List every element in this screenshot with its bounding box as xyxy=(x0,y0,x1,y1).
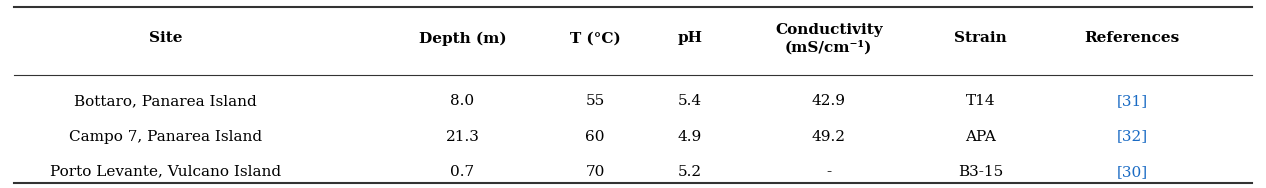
Text: 5.4: 5.4 xyxy=(677,94,701,108)
Text: 55: 55 xyxy=(585,94,605,108)
Text: Strain: Strain xyxy=(955,31,1006,45)
Text: 21.3: 21.3 xyxy=(446,130,480,144)
Text: 49.2: 49.2 xyxy=(812,130,846,144)
Text: 8.0: 8.0 xyxy=(451,94,475,108)
Text: 60: 60 xyxy=(585,130,605,144)
Text: -: - xyxy=(827,165,832,179)
Text: 42.9: 42.9 xyxy=(812,94,846,108)
Text: [31]: [31] xyxy=(1117,94,1147,108)
Text: 4.9: 4.9 xyxy=(677,130,701,144)
Text: [30]: [30] xyxy=(1117,165,1147,179)
Text: pH: pH xyxy=(677,31,703,45)
Text: T14: T14 xyxy=(966,94,995,108)
Text: APA: APA xyxy=(965,130,996,144)
Text: Bottaro, Panarea Island: Bottaro, Panarea Island xyxy=(75,94,257,108)
Text: Conductivity
(mS/cm⁻¹): Conductivity (mS/cm⁻¹) xyxy=(775,23,882,54)
Text: T (°C): T (°C) xyxy=(570,31,620,45)
Text: 70: 70 xyxy=(585,165,605,179)
Text: 0.7: 0.7 xyxy=(451,165,475,179)
Text: References: References xyxy=(1085,31,1180,45)
Text: 5.2: 5.2 xyxy=(677,165,701,179)
Text: [32]: [32] xyxy=(1117,130,1147,144)
Text: Porto Levante, Vulcano Island: Porto Levante, Vulcano Island xyxy=(51,165,281,179)
Text: Site: Site xyxy=(149,31,182,45)
Text: B3-15: B3-15 xyxy=(958,165,1003,179)
Text: Depth (m): Depth (m) xyxy=(419,31,506,46)
Text: Campo 7, Panarea Island: Campo 7, Panarea Island xyxy=(70,130,262,144)
